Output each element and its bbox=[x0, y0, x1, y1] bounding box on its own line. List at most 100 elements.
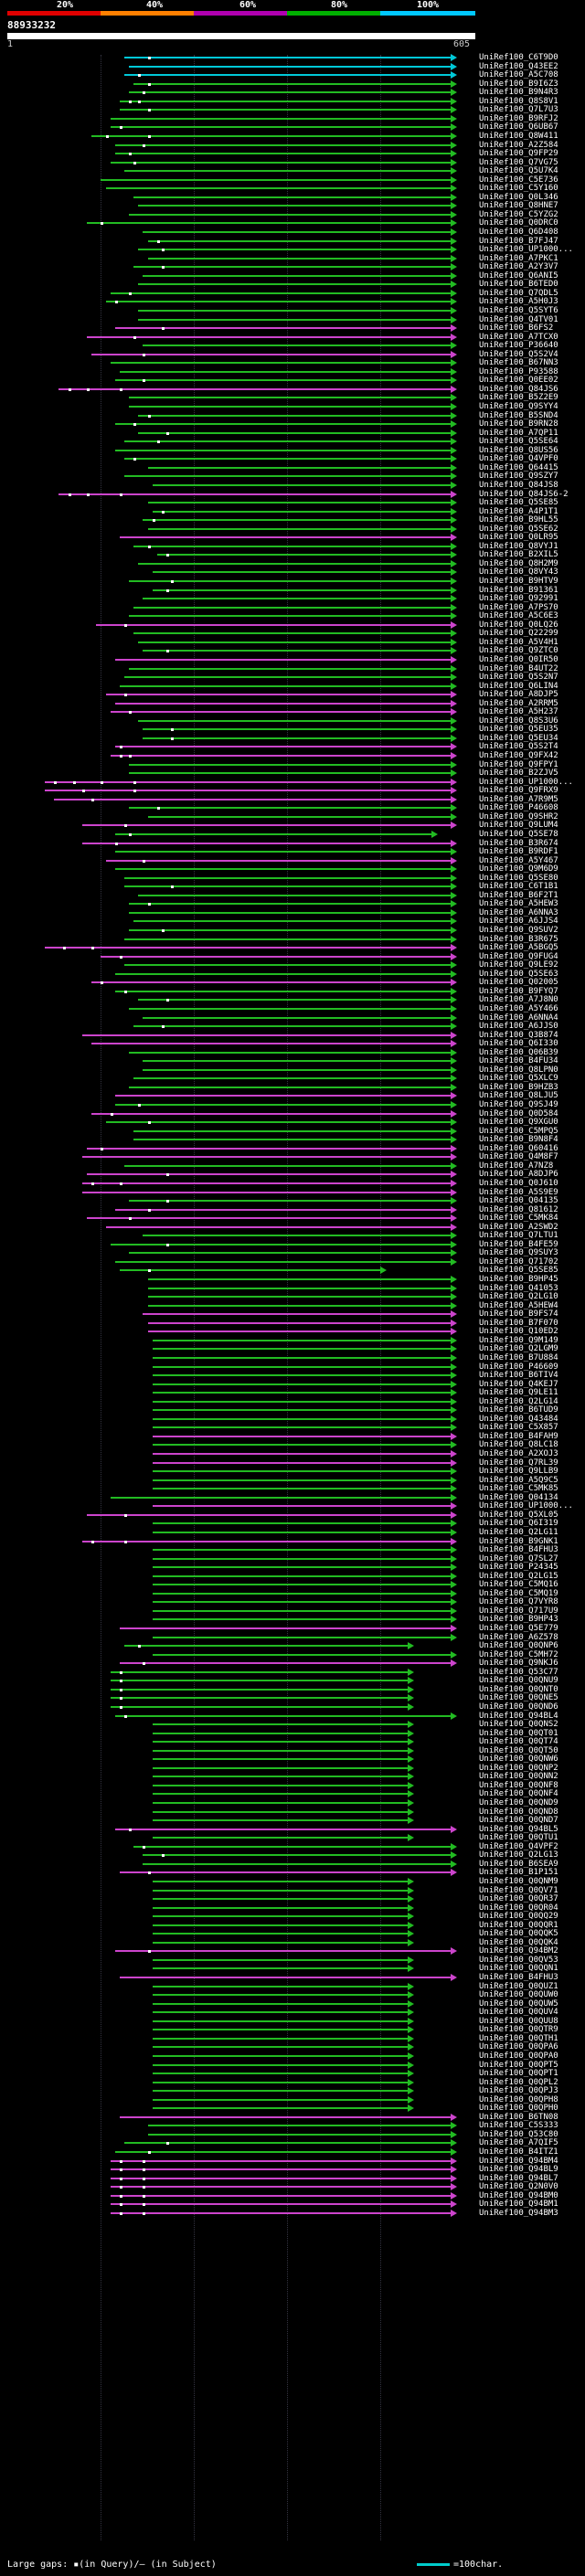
hit-bar[interactable] bbox=[152, 1959, 410, 1961]
hit-bar[interactable] bbox=[110, 292, 452, 294]
hit-bar[interactable] bbox=[152, 1601, 452, 1603]
hit-bar[interactable] bbox=[152, 2082, 410, 2083]
hit-label-link[interactable]: UniRef100_Q60416 bbox=[479, 1144, 558, 1153]
hit-bar[interactable] bbox=[124, 877, 452, 879]
hit-label-link[interactable]: UniRef100_B9FYQ7 bbox=[479, 987, 558, 996]
hit-bar[interactable] bbox=[152, 2046, 410, 2048]
hit-bar[interactable] bbox=[124, 74, 452, 76]
hit-label-link[interactable]: UniRef100_Q0QTU1 bbox=[479, 1833, 558, 1842]
hit-bar[interactable] bbox=[129, 668, 452, 670]
hit-label-link[interactable]: UniRef100_UP1000... bbox=[479, 1501, 573, 1511]
hit-bar[interactable] bbox=[152, 1898, 410, 1900]
hit-bar[interactable] bbox=[152, 2055, 410, 2057]
hit-bar[interactable] bbox=[138, 720, 452, 722]
hit-bar[interactable] bbox=[152, 1654, 452, 1656]
hit-bar[interactable] bbox=[105, 1226, 452, 1228]
hit-bar[interactable] bbox=[110, 118, 452, 120]
hit-bar[interactable] bbox=[143, 1863, 452, 1865]
hit-bar[interactable] bbox=[147, 2134, 452, 2136]
hit-bar[interactable] bbox=[124, 964, 452, 966]
hit-bar[interactable] bbox=[81, 1182, 452, 1184]
hit-label-link[interactable]: UniRef100_B4FE59 bbox=[479, 1240, 558, 1249]
hit-bar[interactable] bbox=[110, 2212, 452, 2214]
hit-label-link[interactable]: UniRef100_Q53C77 bbox=[479, 1668, 558, 1677]
hit-bar[interactable] bbox=[147, 1296, 452, 1298]
hit-label-link[interactable]: UniRef100_Q7LTU1 bbox=[479, 1231, 558, 1240]
hit-bar[interactable] bbox=[133, 196, 452, 198]
hit-label-link[interactable]: UniRef100_Q4KEJ7 bbox=[479, 1380, 558, 1389]
hit-bar[interactable] bbox=[133, 1139, 452, 1140]
hit-label-link[interactable]: UniRef100_Q2LG15 bbox=[479, 1572, 558, 1581]
hit-bar[interactable] bbox=[119, 1269, 381, 1271]
hit-bar[interactable] bbox=[114, 833, 433, 835]
hit-label-link[interactable]: UniRef100_A5H237 bbox=[479, 707, 558, 716]
hit-label-link[interactable]: UniRef100_Q5EU35 bbox=[479, 725, 558, 734]
hit-bar[interactable] bbox=[143, 1313, 452, 1315]
hit-bar[interactable] bbox=[129, 929, 452, 931]
hit-bar[interactable] bbox=[129, 772, 452, 774]
hit-label-link[interactable]: UniRef100_B9I6Z3 bbox=[479, 80, 558, 89]
hit-bar[interactable] bbox=[152, 1837, 410, 1839]
hit-bar[interactable] bbox=[129, 1008, 452, 1010]
hit-bar[interactable] bbox=[105, 187, 452, 189]
hit-label-link[interactable]: UniRef100_Q4TV01 bbox=[479, 315, 558, 324]
hit-bar[interactable] bbox=[143, 345, 452, 346]
hit-label-link[interactable]: UniRef100_Q0QV71 bbox=[479, 1886, 558, 1895]
hit-label-link[interactable]: UniRef100_A4P1T1 bbox=[479, 507, 558, 516]
hit-bar[interactable] bbox=[152, 1776, 410, 1777]
hit-label-link[interactable]: UniRef100_Q0QNM9 bbox=[479, 1877, 558, 1886]
hit-label-link[interactable]: UniRef100_A7NZ8 bbox=[479, 1161, 554, 1171]
hit-bar[interactable] bbox=[152, 1383, 452, 1385]
hit-bar[interactable] bbox=[152, 1462, 452, 1464]
hit-bar[interactable] bbox=[152, 1418, 452, 1420]
hit-label-link[interactable]: UniRef100_Q7VYR8 bbox=[479, 1597, 558, 1606]
hit-bar[interactable] bbox=[138, 563, 452, 565]
hit-bar[interactable] bbox=[129, 1252, 452, 1254]
hit-label-link[interactable]: UniRef100_B4ITZ1 bbox=[479, 2147, 558, 2157]
hit-label-link[interactable]: UniRef100_Q9XGU0 bbox=[479, 1118, 558, 1127]
hit-bar[interactable] bbox=[87, 1514, 452, 1516]
hit-label-link[interactable]: UniRef100_A5HEW3 bbox=[479, 899, 558, 908]
hit-label-link[interactable]: UniRef100_Q41053 bbox=[479, 1284, 558, 1293]
hit-label-link[interactable]: UniRef100_P24345 bbox=[479, 1563, 558, 1572]
hit-bar[interactable] bbox=[119, 2116, 452, 2118]
hit-label-link[interactable]: UniRef100_Q0QPT1 bbox=[479, 2069, 558, 2078]
hit-label-link[interactable]: UniRef100_B9N4R3 bbox=[479, 88, 558, 97]
hit-label-link[interactable]: UniRef100_B1P151 bbox=[479, 1868, 558, 1877]
hit-bar[interactable] bbox=[152, 1933, 410, 1935]
hit-bar[interactable] bbox=[87, 336, 452, 338]
hit-bar[interactable] bbox=[110, 711, 452, 713]
hit-label-link[interactable]: UniRef100_B9RFJ2 bbox=[479, 114, 558, 123]
hit-label-link[interactable]: UniRef100_B9N8F4 bbox=[479, 1135, 558, 1144]
hit-bar[interactable] bbox=[152, 1758, 410, 1760]
hit-label-link[interactable]: UniRef100_Q8HNE7 bbox=[479, 201, 558, 210]
hit-bar[interactable] bbox=[114, 1950, 452, 1952]
hit-label-link[interactable]: UniRef100_C5E736 bbox=[479, 175, 558, 185]
hit-bar[interactable] bbox=[152, 1890, 410, 1892]
hit-label-link[interactable]: UniRef100_B3R675 bbox=[479, 935, 558, 944]
hit-bar[interactable] bbox=[110, 1706, 410, 1708]
hit-label-link[interactable]: UniRef100_A2Y3V7 bbox=[479, 262, 558, 271]
hit-bar[interactable] bbox=[101, 179, 452, 181]
hit-label-link[interactable]: UniRef100_B9HP43 bbox=[479, 1615, 558, 1624]
hit-bar[interactable] bbox=[143, 728, 452, 730]
hit-bar[interactable] bbox=[124, 1165, 452, 1167]
hit-label-link[interactable]: UniRef100_Q0QPL2 bbox=[479, 2078, 558, 2087]
hit-bar[interactable] bbox=[152, 1723, 410, 1725]
hit-label-link[interactable]: UniRef100_A7PKC1 bbox=[479, 254, 558, 263]
hit-bar[interactable] bbox=[143, 1017, 452, 1019]
hit-label-link[interactable]: UniRef100_A6Z578 bbox=[479, 1633, 558, 1642]
hit-label-link[interactable]: UniRef100_C5X857 bbox=[479, 1423, 558, 1432]
hit-bar[interactable] bbox=[114, 659, 452, 661]
hit-bar[interactable] bbox=[110, 1689, 410, 1691]
hit-label-link[interactable]: UniRef100_Q8H2M9 bbox=[479, 559, 558, 568]
hit-label-link[interactable]: UniRef100_B3R674 bbox=[479, 839, 558, 848]
hit-bar[interactable] bbox=[119, 536, 452, 538]
hit-label-link[interactable]: UniRef100_A7PS70 bbox=[479, 603, 558, 612]
hit-bar[interactable] bbox=[138, 999, 452, 1001]
hit-label-link[interactable]: UniRef100_Q6LIN4 bbox=[479, 682, 558, 691]
hit-bar[interactable] bbox=[138, 283, 452, 285]
hit-label-link[interactable]: UniRef100_Q0QR04 bbox=[479, 1903, 558, 1913]
hit-label-link[interactable]: UniRef100_Q22299 bbox=[479, 629, 558, 638]
hit-bar[interactable] bbox=[110, 126, 452, 128]
